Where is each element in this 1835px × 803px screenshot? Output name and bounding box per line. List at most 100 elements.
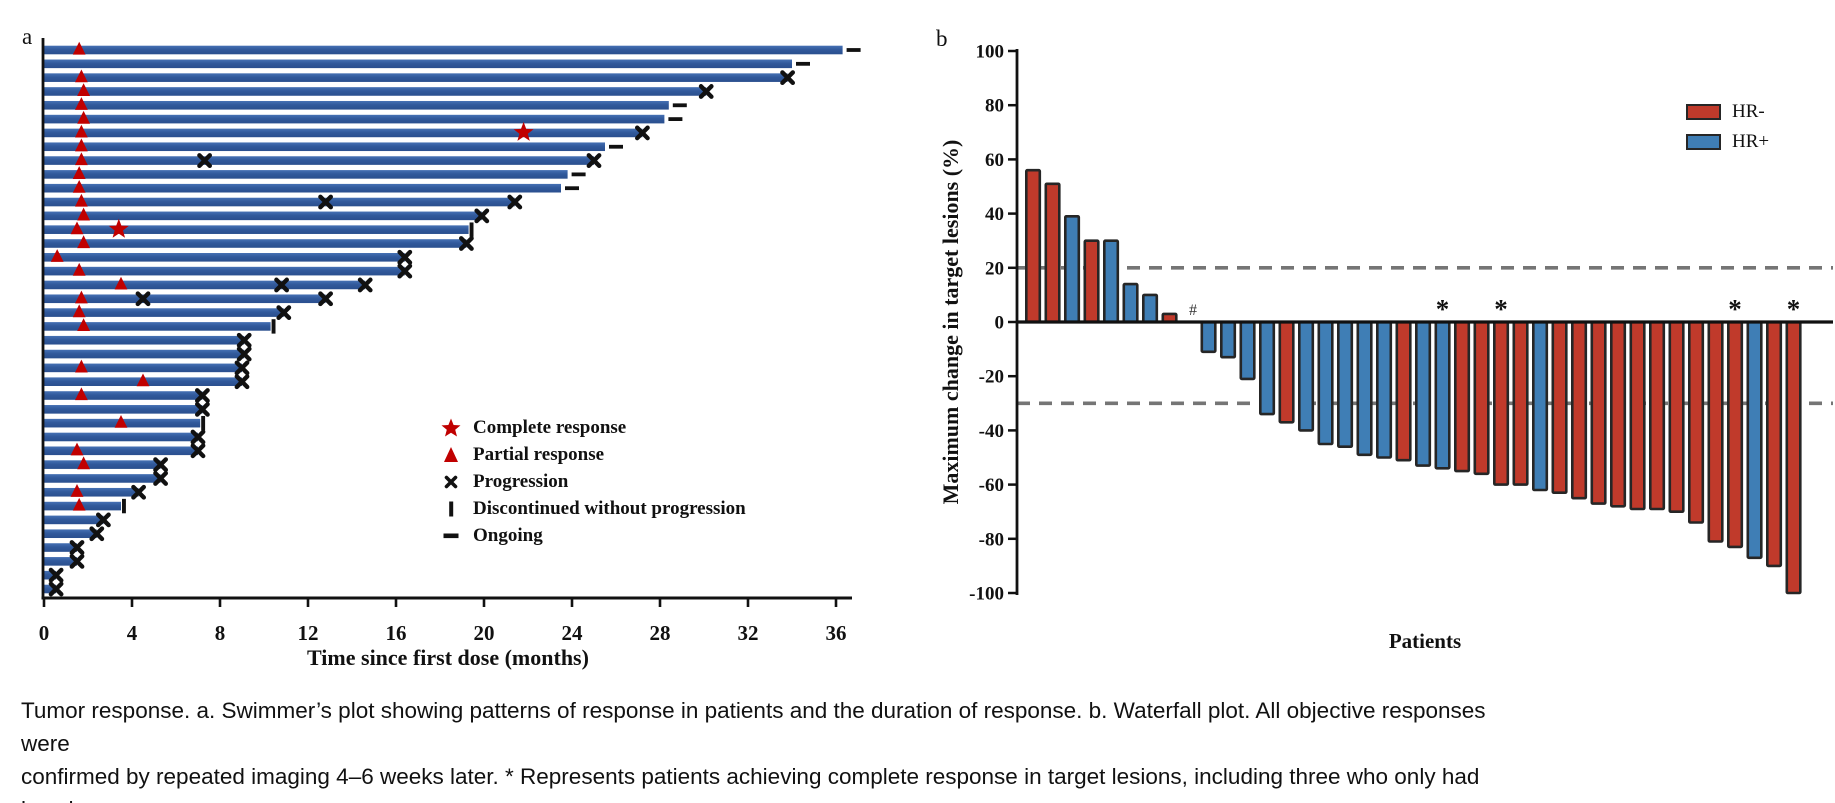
- swimmer-bar: [44, 363, 242, 373]
- swimmer-bar: [44, 239, 467, 248]
- partial-response-marker: [70, 221, 84, 235]
- partial-response-marker: [72, 41, 86, 55]
- partial-response-marker: [77, 207, 90, 221]
- waterfall-bar: [1473, 320, 1490, 476]
- b-x-axis-title: Patients: [1389, 629, 1461, 653]
- complete-response-marker: [108, 218, 129, 238]
- waterfall-bar: [1044, 182, 1061, 324]
- waterfall-bar: [1629, 320, 1646, 511]
- a-x-tick-label: 24: [562, 621, 584, 645]
- progression-marker: [195, 401, 210, 417]
- waterfall-bar: [1122, 282, 1139, 324]
- waterfall-bar: [1551, 320, 1568, 494]
- waterfall-bar: [1415, 320, 1432, 467]
- swimmer-bar: [44, 280, 366, 290]
- swimmer-bar: [44, 432, 198, 442]
- a-x-tick-label: 36: [826, 621, 847, 645]
- swimmer-bar: [44, 156, 594, 165]
- legend-item-progression: Progression: [436, 468, 746, 495]
- swimmer-bar: [44, 391, 203, 400]
- b-y-tick-label: 40: [985, 204, 1004, 225]
- waterfall-bar: [1278, 320, 1295, 424]
- b-y-tick-label: 20: [985, 258, 1004, 279]
- ongoing-marker: [609, 144, 623, 149]
- progression-marker: [635, 125, 650, 141]
- discontinued-marker: [122, 498, 126, 514]
- swimmer-bar: [44, 322, 271, 331]
- progression-marker: [459, 236, 474, 251]
- a-x-tick-label: 32: [738, 621, 759, 645]
- progression-marker: [234, 360, 250, 376]
- swimmer-bar: [44, 446, 198, 456]
- partial-response-marker: [75, 124, 88, 138]
- progression-marker: [236, 332, 252, 348]
- progression-marker: [48, 581, 64, 597]
- progression-x-icon: [436, 470, 466, 494]
- partial-response-marker: [75, 290, 88, 304]
- partial-response-marker: [77, 456, 90, 470]
- partial-response-marker: [77, 110, 90, 124]
- partial-response-marker: [72, 497, 86, 511]
- complete-response-asterisk: *: [1728, 294, 1742, 324]
- progression-marker: [507, 194, 523, 210]
- a-x-axis-title: Time since first dose (months): [307, 645, 589, 670]
- hr-negative-swatch: [1686, 104, 1721, 120]
- waterfall-bar: [1298, 320, 1315, 432]
- b-y-tick-label: 0: [995, 313, 1005, 334]
- legend-label: HR-: [1732, 101, 1765, 122]
- waterfall-bar: [1532, 320, 1549, 492]
- discontinued-marker: [201, 415, 206, 431]
- partial-response-marker: [50, 249, 64, 262]
- complete-response-marker: [513, 121, 534, 141]
- swimmer-legend: Complete response Partial response Progr…: [436, 414, 746, 549]
- legend-item-discontinued: Discontinued without progression: [436, 495, 746, 522]
- b-y-tick-label: -40: [979, 421, 1004, 442]
- swimmer-bar: [44, 294, 326, 304]
- waterfall-bar: [1434, 320, 1451, 470]
- swimmer-bar: [44, 45, 843, 55]
- waterfall-bar: [1395, 320, 1412, 462]
- progression-marker: [357, 277, 373, 293]
- a-x-tick-label: 20: [474, 621, 495, 645]
- swimmer-bar: [44, 487, 139, 497]
- ongoing-marker: [672, 103, 687, 108]
- b-y-tick-label: 60: [985, 150, 1004, 171]
- swimmer-bar: [44, 460, 161, 469]
- swimmer-bar: [44, 308, 284, 317]
- swimmer-bar: [44, 543, 77, 552]
- ongoing-marker: [796, 61, 810, 66]
- partial-response-marker: [114, 276, 128, 290]
- progression-marker: [234, 374, 250, 390]
- waterfall-bar: [1083, 239, 1100, 324]
- progression-marker: [397, 249, 413, 265]
- progression-marker: [131, 484, 146, 500]
- swimmer-bar: [44, 142, 605, 152]
- tumor-response-charts: a 0 4 8 12 16 20 24 28 32 36 Time since first dose …: [22, 24, 1833, 670]
- no-change-hash: #: [1189, 302, 1197, 319]
- progression-marker: [318, 291, 333, 307]
- b-y-axis-title: Maximum change in target lesions (%): [938, 140, 963, 505]
- partial-response-marker: [72, 166, 86, 179]
- ongoing-dash-icon: [436, 524, 466, 548]
- legend-label: Complete response: [473, 416, 627, 438]
- caption-line: confirmed by repeated imaging 4–6 weeks …: [21, 764, 1480, 803]
- waterfall-bar: [1688, 320, 1705, 524]
- waterfall-bar: [1610, 320, 1627, 508]
- waterfall-bar: [1785, 320, 1802, 595]
- progression-marker: [89, 526, 105, 542]
- swimmer-bar: [44, 335, 245, 345]
- swimmer-bar: [44, 225, 469, 234]
- progression-marker: [698, 84, 714, 99]
- hr-positive-swatch: [1686, 134, 1721, 150]
- swimmer-bar: [44, 87, 707, 96]
- swimmer-bar: [44, 183, 561, 193]
- partial-response-marker: [114, 414, 128, 428]
- discontinued-vbar-icon: [436, 497, 466, 521]
- discontinued-marker: [271, 319, 276, 334]
- b-y-tick-label: 100: [976, 42, 1005, 63]
- a-x-tick-label: 12: [298, 621, 319, 645]
- swimmer-bar: [44, 474, 161, 483]
- partial-response-marker: [75, 387, 88, 401]
- progression-marker: [135, 291, 151, 307]
